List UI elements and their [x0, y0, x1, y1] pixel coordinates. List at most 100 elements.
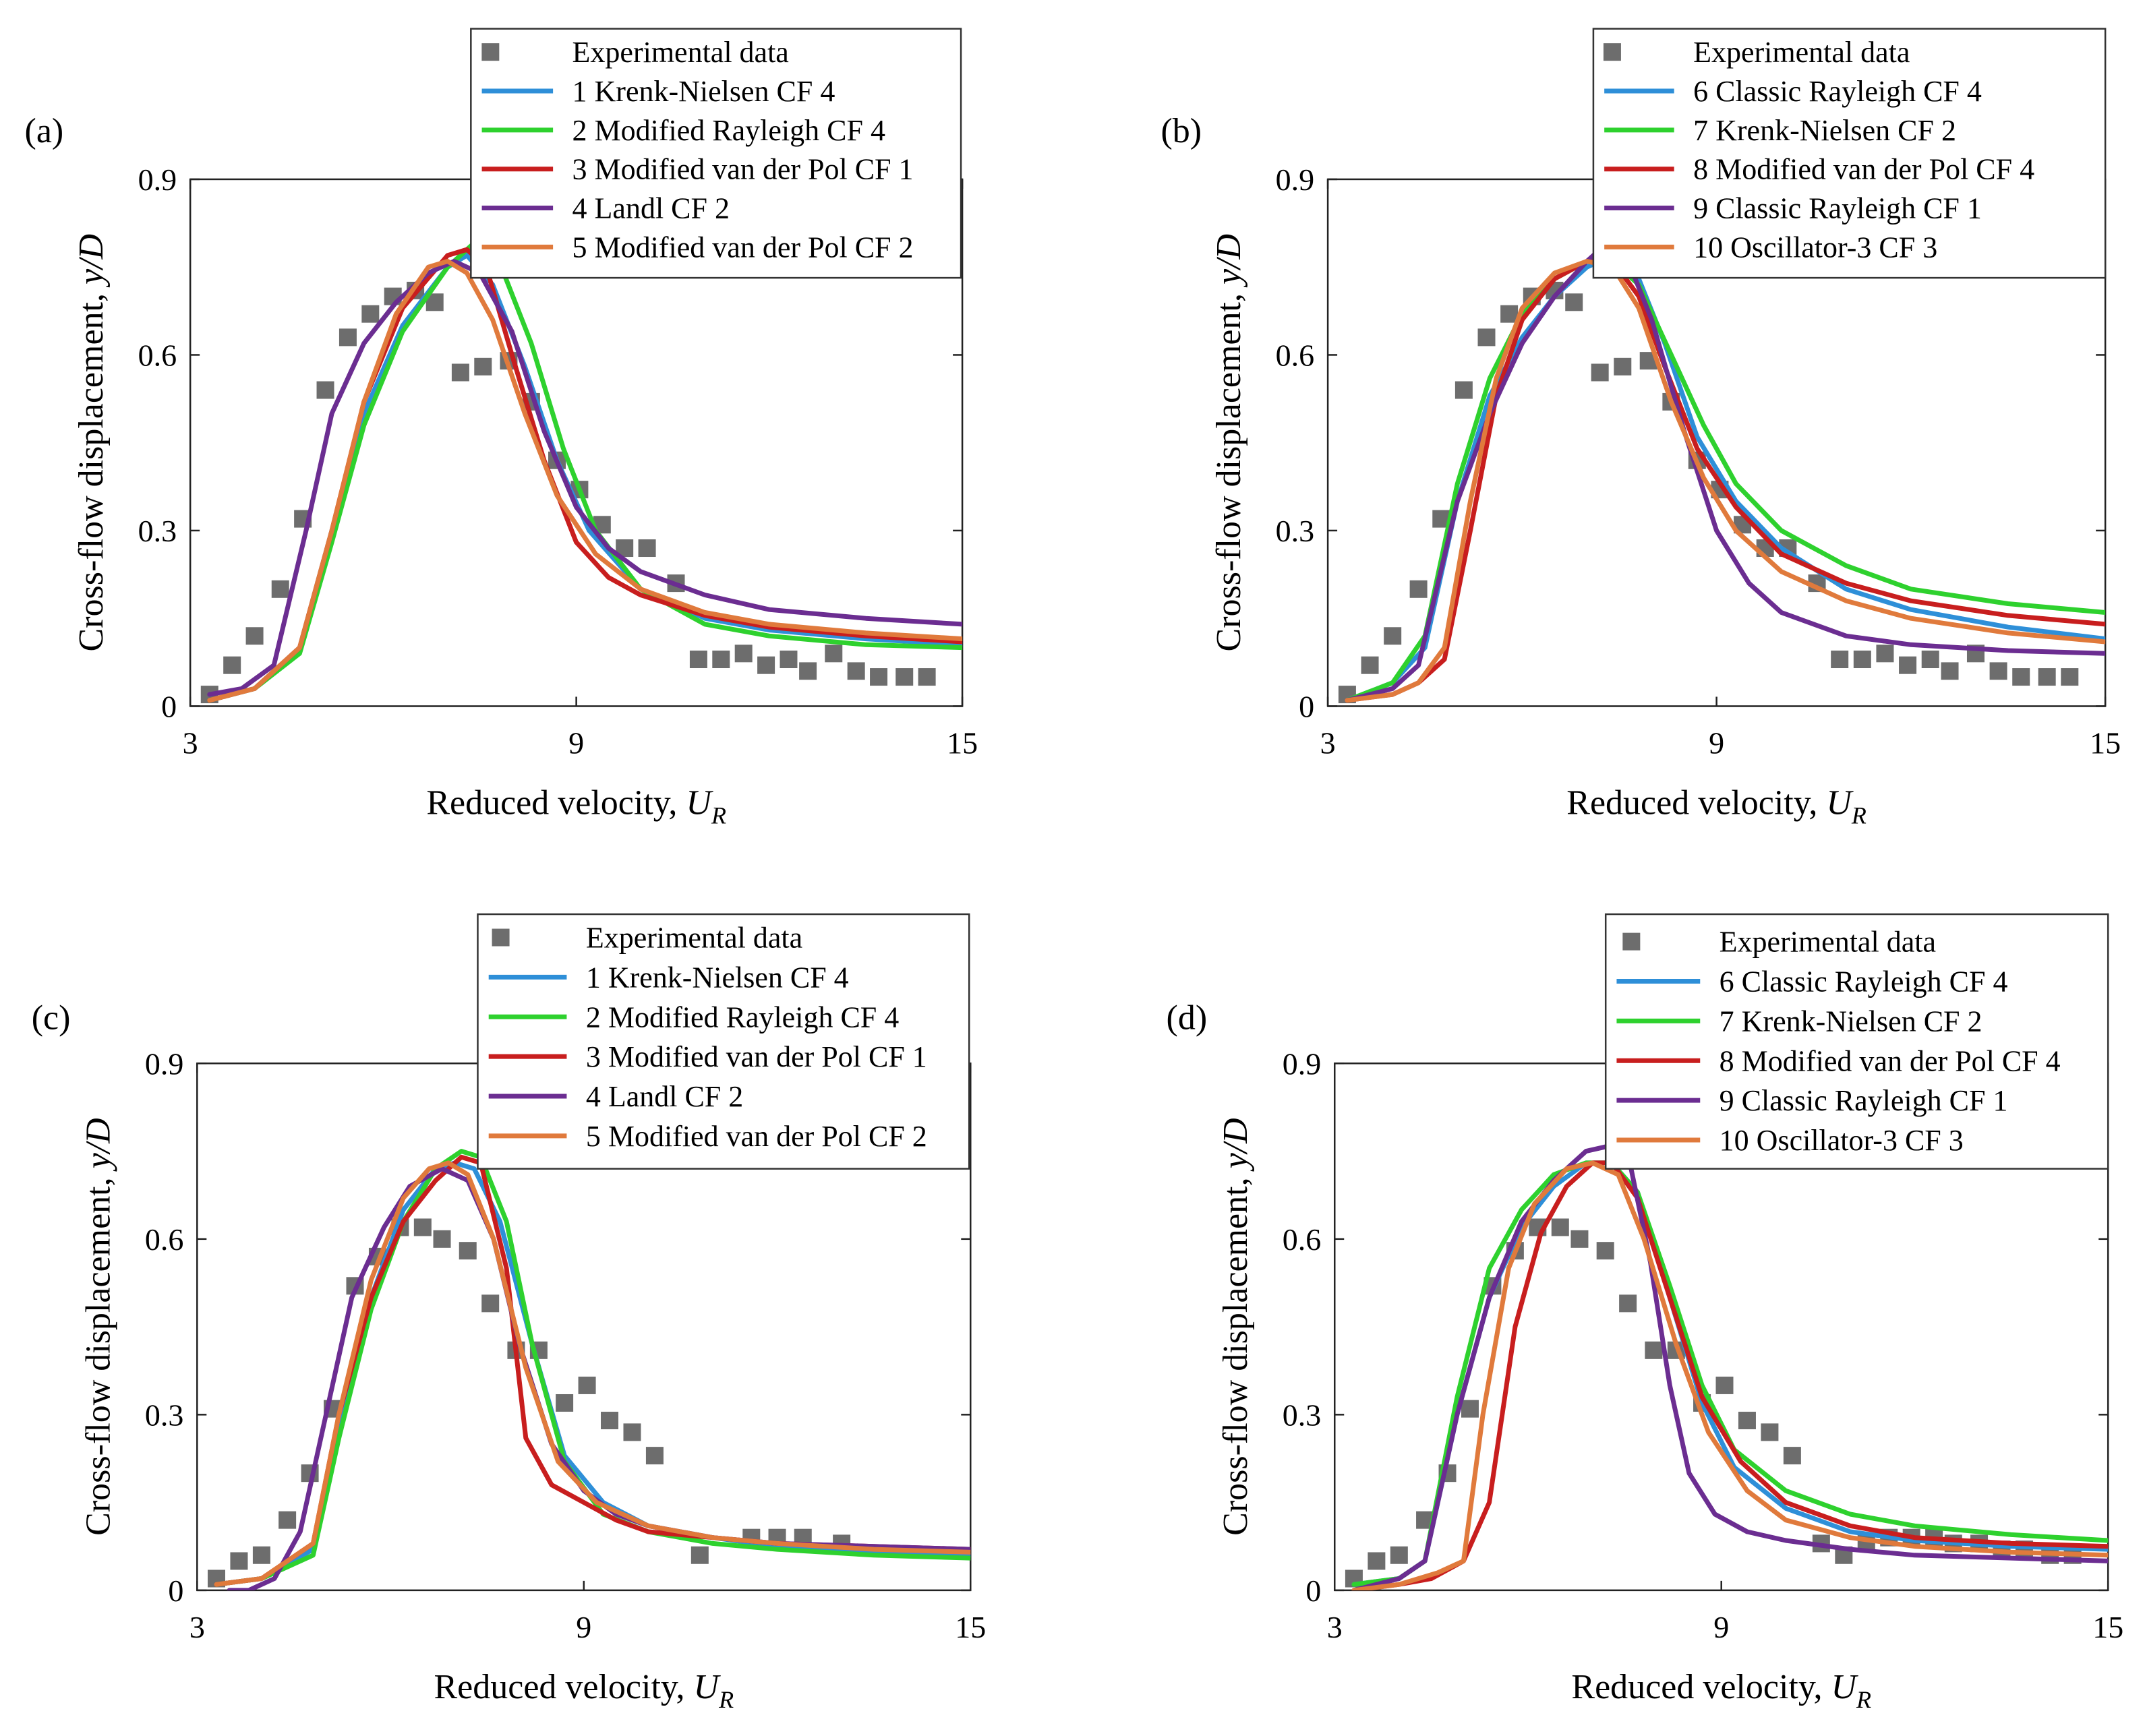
experimental-point [1645, 1341, 1663, 1359]
experimental-point [1500, 305, 1519, 323]
x-tick-label: 9 [576, 1610, 591, 1644]
panel-label: (a) [25, 112, 64, 150]
experimental-point [578, 1376, 596, 1394]
y-tick-label: 0.3 [1283, 1398, 1322, 1432]
y-tick-label: 0.9 [1283, 1046, 1322, 1081]
experimental-point [2061, 668, 2079, 686]
legend-entry: 9 Classic Rayleigh CF 1 [1693, 192, 1982, 225]
experimental-point [1455, 381, 1473, 399]
y-axis-label: Cross-flow displacement, y/D [1210, 234, 1248, 652]
experimental-point [1783, 1447, 1801, 1465]
experimental-point [433, 1230, 451, 1248]
legend-entry: 2 Modified Rayleigh CF 4 [586, 1000, 899, 1034]
panel-label: (d) [1167, 999, 1208, 1038]
experimental-point [1461, 1400, 1479, 1418]
legend-entry: Experimental data [1693, 36, 1910, 69]
legend-box [470, 28, 962, 279]
experimental-point [413, 1218, 432, 1236]
series-line-3 [214, 1154, 971, 1587]
legend-entry: 1 Krenk-Nielsen CF 4 [586, 961, 849, 994]
experimental-point [271, 580, 289, 598]
y-tick-label: 0.6 [138, 338, 177, 372]
experimental-point [780, 651, 798, 669]
x-axis-label: Reduced velocity, UR [426, 783, 726, 829]
series-line-5 [207, 259, 963, 703]
legend-marker-experimental [1603, 43, 1621, 61]
x-tick-label: 15 [955, 1610, 986, 1644]
experimental-point [481, 1294, 500, 1313]
x-tick-label: 15 [2092, 1610, 2123, 1644]
panel-label: (b) [1160, 112, 1202, 150]
experimental-point [361, 305, 380, 323]
legend-entry: 1 Krenk-Nielsen CF 4 [572, 75, 835, 108]
experimental-point [712, 651, 730, 669]
y-tick-label: 0.6 [145, 1222, 184, 1257]
experimental-point [2038, 668, 2056, 686]
x-tick-label: 9 [1709, 725, 1724, 760]
experimental-point [895, 668, 914, 686]
y-tick-label: 0.9 [138, 162, 177, 197]
experimental-point [1409, 580, 1428, 598]
legend-entry: 9 Classic Rayleigh CF 1 [1720, 1084, 2008, 1117]
panel-label: (c) [32, 999, 71, 1038]
experimental-point [252, 1546, 270, 1564]
experimental-point [1989, 662, 2007, 680]
experimental-point [1368, 1552, 1386, 1570]
x-tick-label: 15 [2090, 725, 2121, 760]
experimental-point [1570, 1230, 1589, 1248]
legend-entry: 2 Modified Rayleigh CF 4 [572, 114, 885, 147]
legend-entry: 4 Landl CF 2 [586, 1080, 743, 1113]
series-line-1 [214, 1160, 971, 1587]
experimental-point [1899, 656, 1917, 674]
experimental-point [223, 656, 241, 674]
legend-entry: 7 Krenk-Nielsen CF 2 [1720, 1005, 1982, 1038]
legend-box [1604, 913, 2109, 1170]
x-tick-label: 3 [189, 1610, 205, 1644]
experimental-point [734, 645, 753, 663]
experimental-point [230, 1552, 248, 1570]
experimental-point [870, 668, 888, 686]
experimental-point [645, 1447, 664, 1465]
experimental-point [825, 645, 843, 663]
x-axis-label: Reduced velocity, UR [434, 1668, 734, 1713]
legend-entry: Experimental data [572, 36, 789, 69]
y-tick-label: 0.6 [1283, 1222, 1322, 1257]
experimental-point [1596, 1242, 1614, 1260]
y-tick-label: 0.3 [1276, 514, 1315, 548]
experimental-point [245, 627, 264, 645]
legend-marker-experimental [481, 43, 500, 61]
experimental-point [339, 328, 357, 347]
experimental-point [1921, 651, 1939, 669]
chart-panel-d: 3 9 15 0 0.3 0.6 0.9 Reduced velocity, UR Cross-… [1167, 913, 2123, 1713]
experimental-point [1614, 357, 1632, 376]
experimental-point [1551, 1218, 1569, 1236]
legend-entry: 8 Modified van der Pol CF 4 [1693, 153, 2034, 186]
legend-entry: 3 Modified van der Pol CF 1 [586, 1040, 927, 1073]
experimental-point [459, 1242, 477, 1260]
experimental-point [1941, 662, 1959, 680]
experimental-point [757, 656, 775, 674]
chart-panel-a: 3 9 15 0 0.3 0.6 0.9 Reduced velocity, UR Cross-… [25, 28, 978, 829]
x-axis-label: Reduced velocity, UR [1566, 783, 1867, 829]
experimental-point [799, 662, 817, 680]
x-tick-label: 3 [1327, 1610, 1343, 1644]
series-line-5 [214, 1160, 971, 1587]
y-tick-label: 0 [168, 1574, 183, 1608]
experimental-point [1384, 627, 1402, 645]
y-tick-label: 0 [1305, 1574, 1321, 1608]
y-tick-label: 0.9 [145, 1046, 184, 1081]
y-axis-label: Cross-flow displacement, y/D [1216, 1118, 1255, 1536]
experimental-point [1390, 1546, 1408, 1564]
experimental-point [316, 381, 334, 399]
legend-entry: 7 Krenk-Nielsen CF 2 [1693, 114, 1956, 147]
series-line-2 [214, 1149, 971, 1587]
legend-box [1592, 28, 2107, 279]
y-axis-label: Cross-flow displacement, y/D [72, 234, 111, 652]
y-tick-label: 0.6 [1276, 338, 1315, 372]
legend-entry: 5 Modified van der Pol CF 2 [572, 231, 914, 264]
experimental-point [1619, 1294, 1637, 1313]
experimental-point [689, 651, 707, 669]
x-tick-label: 9 [1713, 1610, 1729, 1644]
legend-entry: 8 Modified van der Pol CF 4 [1720, 1044, 2061, 1077]
